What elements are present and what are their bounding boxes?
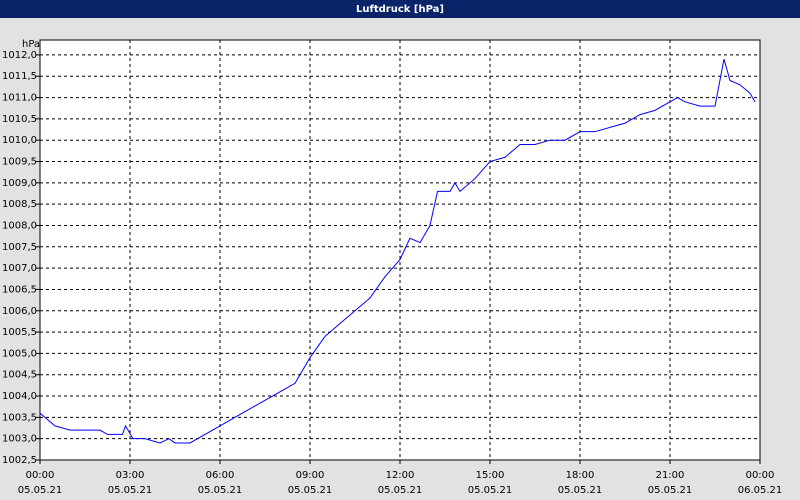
x-tick-label: 18:00 [566,470,595,481]
x-tick-date: 06.05.21 [738,485,783,496]
x-tick-date: 05.05.21 [18,485,63,496]
x-tick-date: 05.05.21 [468,485,513,496]
y-tick-label: 1004,5 [2,370,37,381]
x-tick-date: 05.05.21 [108,485,153,496]
y-tick-label: 1008,0 [2,220,37,231]
y-tick-label: 1010,5 [2,114,37,125]
y-tick-label: 1006,0 [2,306,37,317]
y-axis-label: hPa [22,39,40,50]
y-tick-label: 1005,5 [2,327,37,338]
y-tick-label: 1011,0 [2,93,37,104]
title-bar [0,0,800,18]
x-tick-label: 00:00 [26,470,55,481]
chart-title: Luftdruck [hPa] [356,4,444,15]
y-tick-label: 1005,0 [2,348,37,359]
y-tick-label: 1007,5 [2,242,37,253]
y-tick-label: 1009,0 [2,178,37,189]
x-tick-label: 06:00 [206,470,235,481]
x-tick-label: 03:00 [116,470,145,481]
y-tick-label: 1007,0 [2,263,37,274]
x-tick-date: 05.05.21 [648,485,693,496]
x-tick-date: 05.05.21 [198,485,243,496]
x-tick-label: 09:00 [296,470,325,481]
y-tick-label: 1008,5 [2,199,37,210]
x-tick-label: 12:00 [386,470,415,481]
y-tick-label: 1009,5 [2,157,37,168]
y-tick-label: 1006,5 [2,284,37,295]
x-tick-date: 05.05.21 [378,485,423,496]
y-tick-label: 1003,0 [2,434,37,445]
y-tick-label: 1004,0 [2,391,37,402]
plot-border [39,39,761,461]
y-tick-label: 1012,0 [2,50,37,61]
x-tick-label: 21:00 [656,470,685,481]
x-tick-label: 15:00 [476,470,505,481]
x-tick-date: 05.05.21 [288,485,333,496]
data-line [39,59,756,444]
x-tick-label: 00:00 [746,470,775,481]
y-tick-label: 1011,5 [2,71,37,82]
x-tick-date: 05.05.21 [558,485,603,496]
y-tick-label: 1002,5 [2,455,37,466]
y-tick-label: 1003,5 [2,412,37,423]
y-tick-label: 1010,0 [2,135,37,146]
